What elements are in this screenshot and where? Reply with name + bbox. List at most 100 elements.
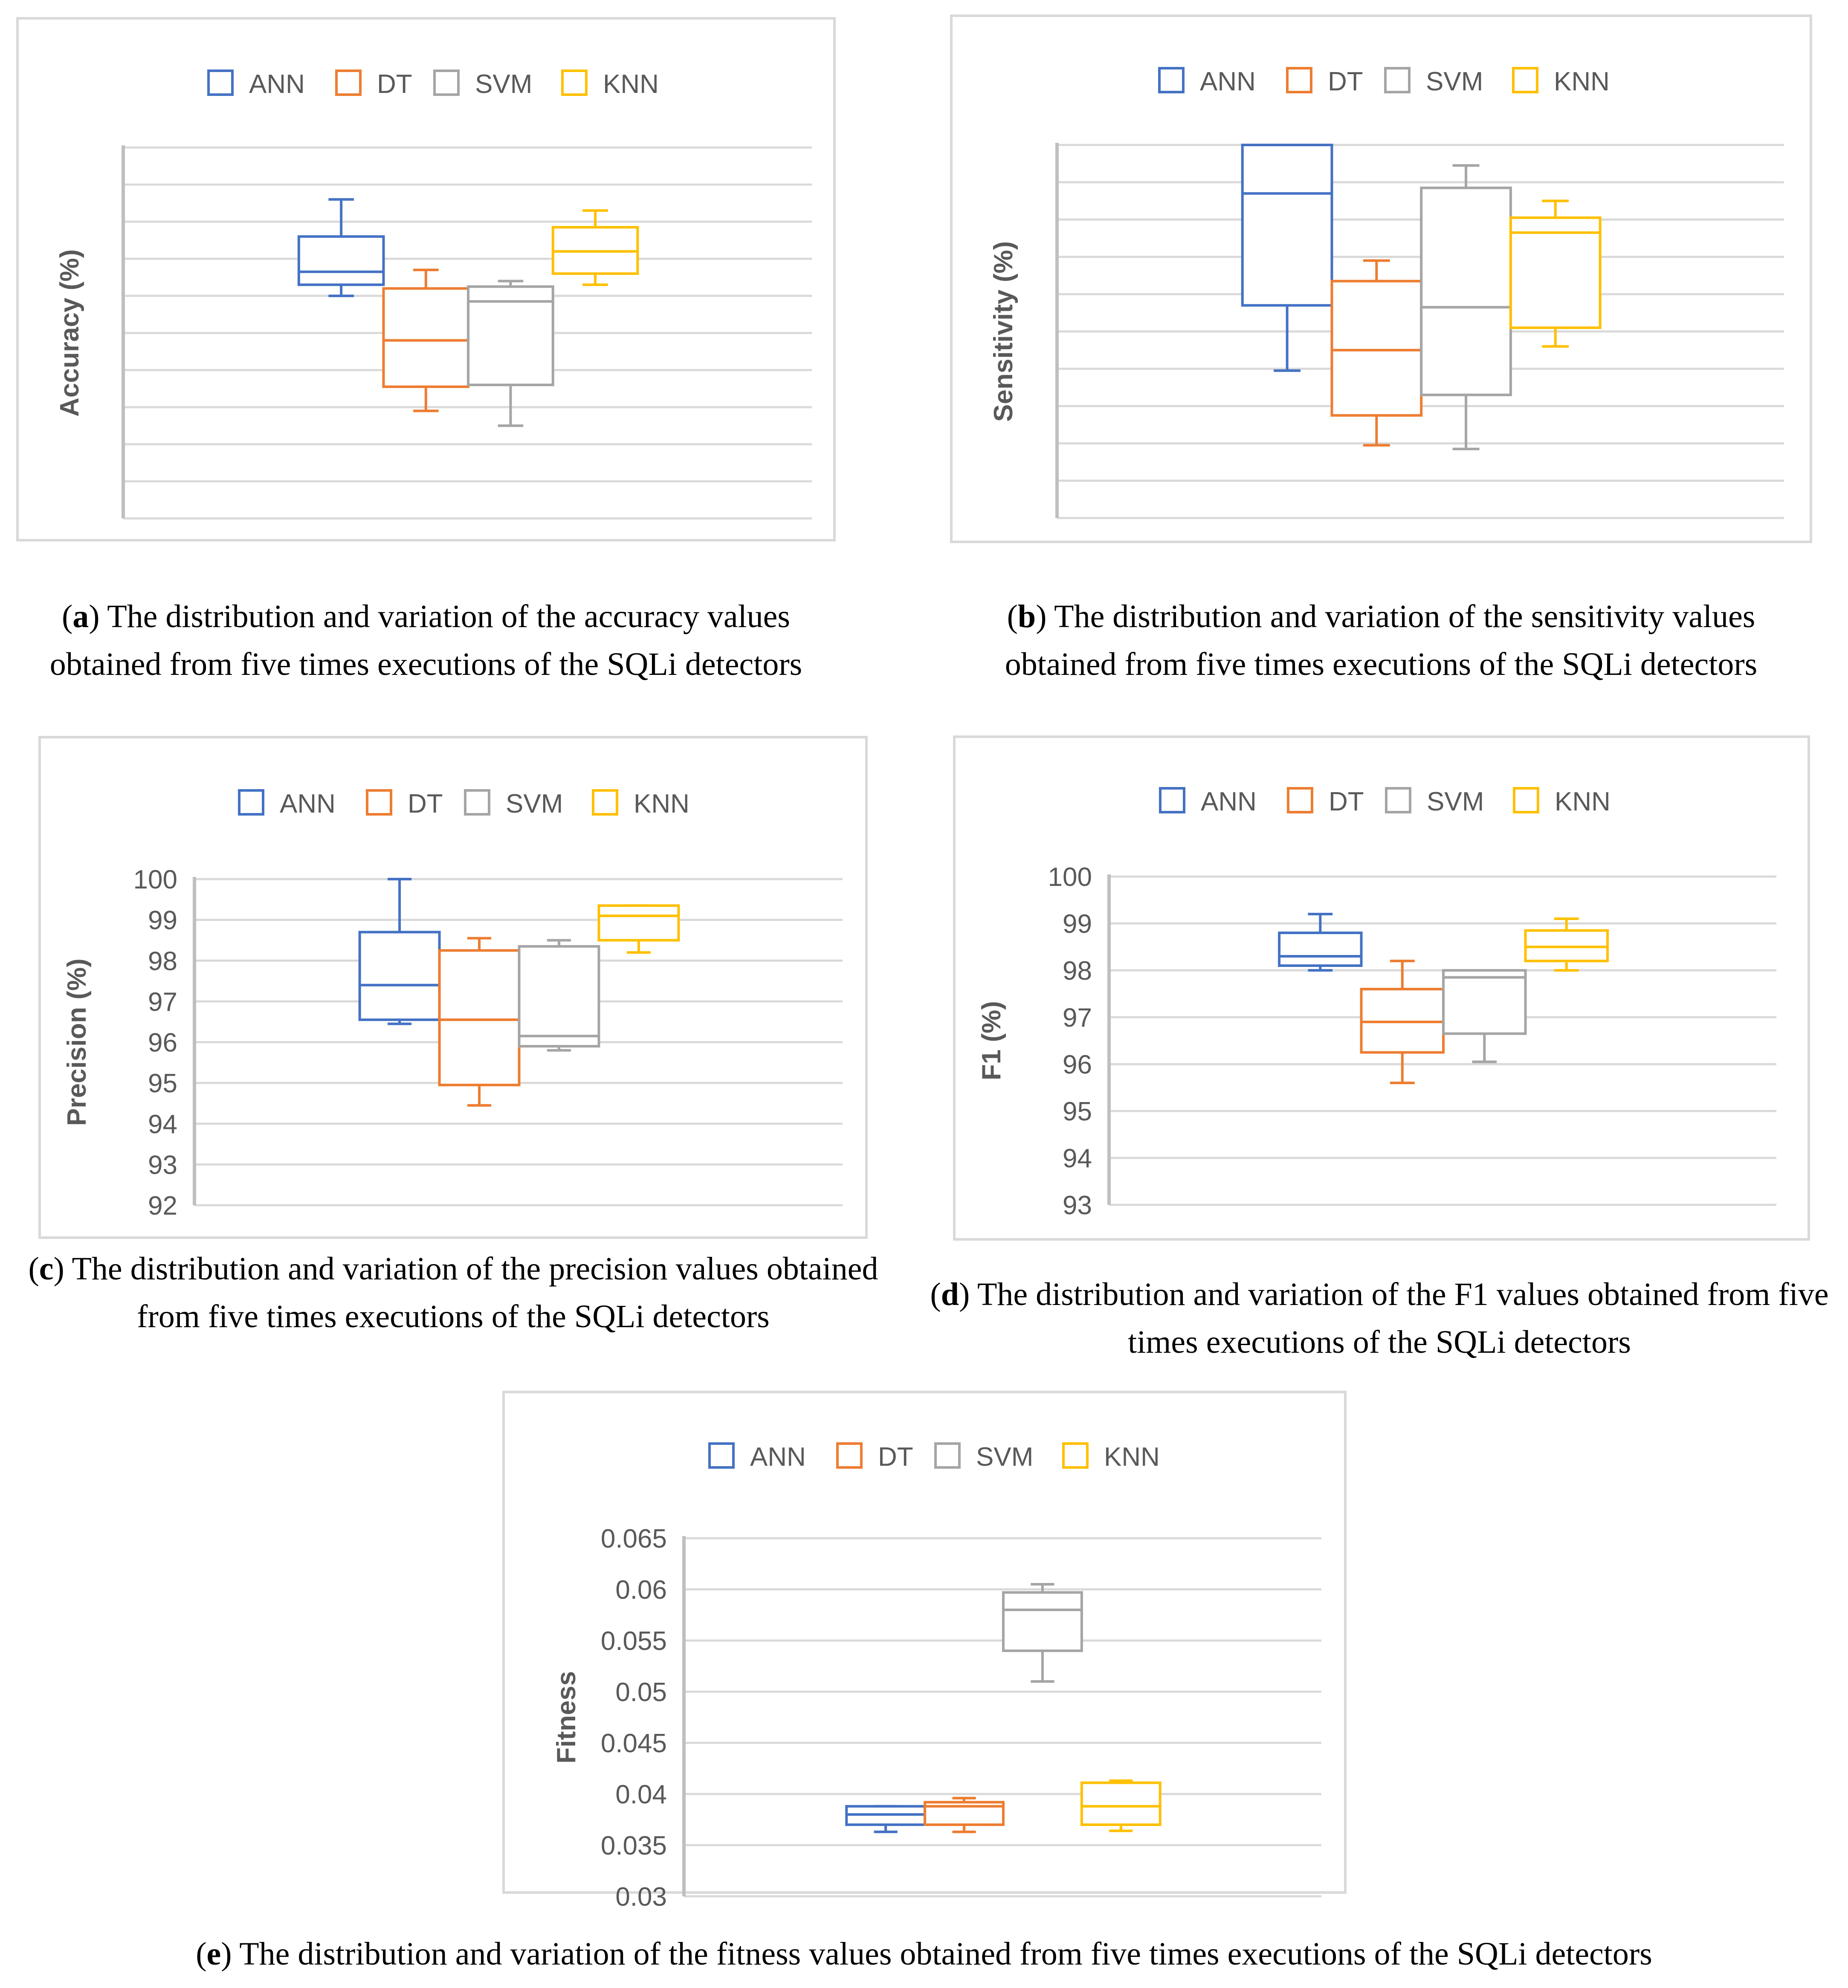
box-knn [597, 904, 680, 942]
chart-frame-e: 0.03 0.035 0.04 0.045 0.05 0.055 0.06 0.065 Fitn… [502, 1391, 1347, 1912]
legend-swatch-dt [366, 789, 392, 816]
legend-swatch-svm [1385, 787, 1411, 813]
legend-label-svm: SVM [1427, 787, 1484, 816]
y-tick-label: 92 [148, 1191, 177, 1221]
chart-frame-d: 93 94 95 96 97 98 99 100 F1 (%) ANN DT SVM KNN [953, 735, 1810, 1241]
legend-label-ann: ANN [280, 789, 336, 819]
caption-c: (c) The distribution and variation of th… [28, 1251, 878, 1334]
box-chart-b: Sensitivity (%) ANN DT SVM KNN [989, 67, 1784, 519]
legend-label-svm: SVM [976, 1442, 1033, 1472]
caption-letter-e: e [206, 1936, 221, 1972]
box-ann [1241, 144, 1333, 307]
box-knn [1509, 216, 1602, 329]
box-chart-e: 0.03 0.035 0.04 0.045 0.05 0.055 0.06 0.065 Fitn… [552, 1442, 1321, 1912]
y-axis-label: Precision (%) [62, 958, 92, 1126]
legend-label-svm: SVM [506, 789, 563, 819]
y-tick-label: 95 [148, 1069, 177, 1098]
legend-swatch-dt [1287, 787, 1313, 813]
y-tick-label: 94 [1063, 1144, 1092, 1173]
box-ann [358, 931, 441, 1021]
legend-swatch-ann [708, 1442, 735, 1469]
legend-label-dt: DT [377, 69, 412, 99]
caption-b: (b) The distribution and variation of th… [1005, 599, 1758, 682]
y-tick-label: 0.03 [615, 1882, 667, 1912]
box-chart-a: Accuracy (%) ANN DT SVM KNN [55, 69, 812, 520]
y-tick-label: 0.045 [601, 1729, 667, 1758]
y-tick-label: 0.055 [601, 1626, 667, 1656]
box-dt [1330, 280, 1423, 417]
legend-label-knn: KNN [603, 69, 659, 99]
legend-label-dt: DT [1329, 787, 1364, 816]
box-dt [438, 949, 521, 1086]
legend-label-svm: SVM [1426, 67, 1483, 96]
caption-letter-a: a [72, 599, 89, 634]
y-tick-label: 99 [148, 906, 177, 935]
y-tick-label: 93 [1063, 1191, 1092, 1220]
legend-swatch-svm [934, 1442, 961, 1469]
legend-swatch-dt [836, 1442, 863, 1469]
legend-label-ann: ANN [1201, 787, 1257, 816]
box-dt [382, 287, 470, 388]
caption-letter-b: b [1017, 599, 1036, 634]
y-tick-label: 99 [1063, 909, 1092, 939]
caption-text-e: The distribution and variation of the fi… [232, 1936, 1652, 1972]
box-chart-c: 92 93 94 95 96 97 98 99 100 Precision (%) ANN DT SVM… [62, 789, 843, 1221]
caption-text-a: The distribution and variation of the ac… [49, 599, 802, 682]
legend-swatch-knn [592, 789, 618, 816]
y-tick-label: 100 [133, 865, 177, 894]
legend-swatch-svm [433, 69, 460, 96]
y-tick-label: 0.04 [615, 1780, 667, 1809]
y-tick-label: 94 [148, 1110, 177, 1139]
y-tick-label: 100 [1048, 862, 1092, 892]
chart-frame-a: Accuracy (%) ANN DT SVM KNN [16, 17, 836, 541]
y-axis-label: F1 (%) [977, 1001, 1006, 1080]
legend-swatch-svm [1384, 67, 1411, 93]
caption-text-d: The distribution and variation of the F1… [970, 1276, 1829, 1360]
y-tick-label: 0.065 [601, 1524, 667, 1554]
legend-swatch-knn [1512, 67, 1538, 93]
y-tick-label: 0.035 [601, 1831, 667, 1861]
y-tick-label: 93 [148, 1150, 177, 1180]
y-tick-label: 98 [148, 946, 177, 976]
box-ann [1278, 932, 1363, 967]
y-tick-label: 97 [1063, 1003, 1092, 1033]
box-knn [1080, 1781, 1162, 1826]
legend-label-knn: KNN [634, 789, 689, 819]
legend-swatch-ann [207, 69, 234, 96]
y-tick-label: 98 [1063, 956, 1092, 986]
legend-label-svm: SVM [475, 69, 532, 99]
y-tick-label: 0.06 [615, 1575, 667, 1605]
box-chart-d: 93 94 95 96 97 98 99 100 F1 (%) ANN DT SVM KNN [977, 787, 1776, 1220]
legend-swatch-dt [335, 69, 362, 96]
chart-frame-c: 92 93 94 95 96 97 98 99 100 Precision (%) ANN DT SVM… [38, 736, 868, 1239]
legend-label-ann: ANN [750, 1442, 806, 1472]
chart-frame-b: Sensitivity (%) ANN DT SVM KNN [950, 14, 1812, 543]
legend-swatch-ann [238, 789, 264, 816]
box-svm [518, 945, 600, 1048]
legend-label-ann: ANN [1200, 67, 1256, 96]
legend-swatch-ann [1158, 67, 1185, 93]
legend-label-ann: ANN [249, 69, 305, 99]
y-tick-label: 96 [148, 1028, 177, 1058]
box-svm [1442, 969, 1527, 1035]
legend-swatch-svm [464, 789, 490, 816]
y-axis-label: Fitness [552, 1671, 581, 1763]
legend-swatch-dt [1286, 67, 1312, 93]
legend-swatch-knn [1513, 787, 1539, 813]
legend-label-knn: KNN [1554, 67, 1610, 96]
y-tick-label: 0.05 [615, 1678, 667, 1707]
y-tick-label: 95 [1063, 1097, 1092, 1126]
legend-label-dt: DT [408, 789, 443, 819]
legend-label-knn: KNN [1555, 787, 1610, 816]
caption-letter-d: d [941, 1276, 959, 1312]
box-svm [1002, 1591, 1083, 1652]
legend-swatch-knn [1062, 1442, 1089, 1469]
caption-e: (e) The distribution and variation of th… [196, 1936, 1652, 1972]
caption-a: (a) The distribution and variation of th… [49, 599, 802, 682]
legend-label-dt: DT [878, 1442, 913, 1472]
caption-text-b: The distribution and variation of the se… [1005, 599, 1758, 682]
caption-text-c: The distribution and variation of the pr… [64, 1251, 878, 1334]
caption-letter-c: c [39, 1251, 54, 1287]
y-axis-label: Sensitivity (%) [989, 241, 1018, 422]
box-svm [1420, 186, 1512, 396]
